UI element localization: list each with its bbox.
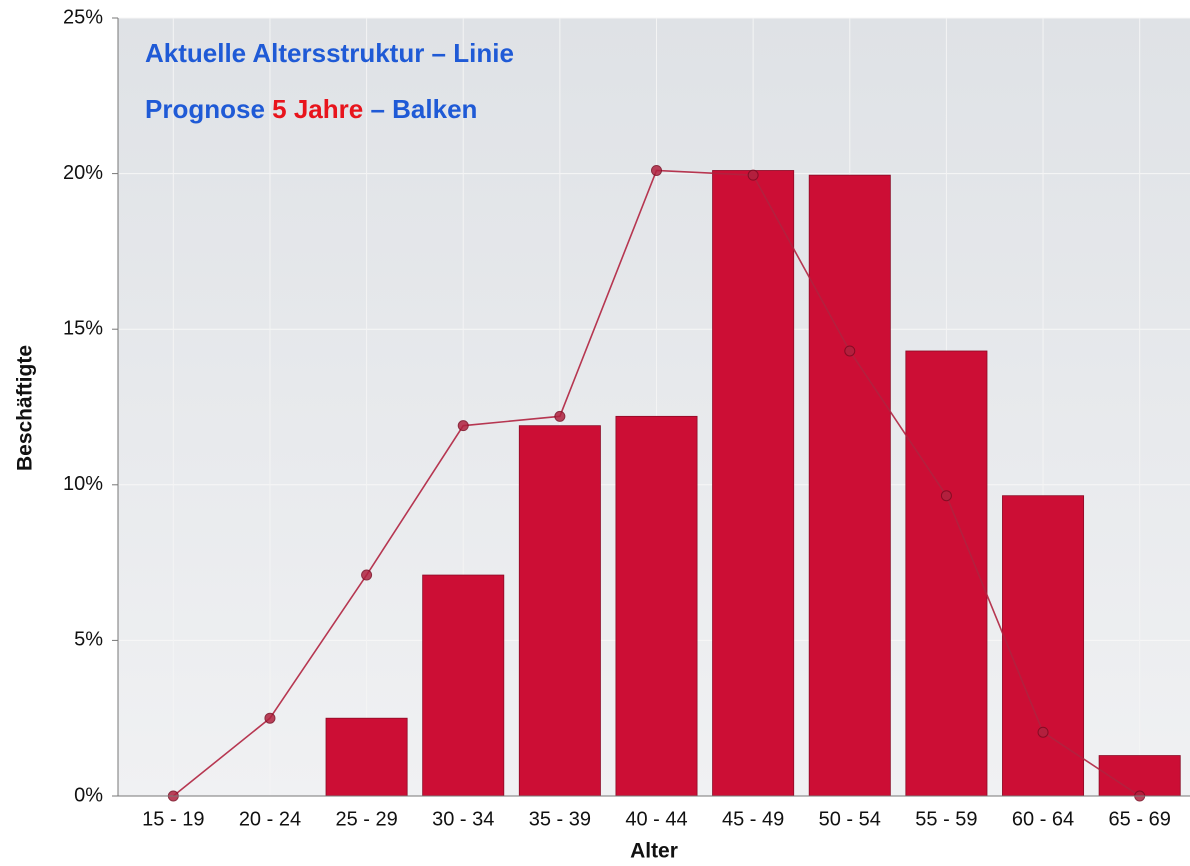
- line-marker: [940, 490, 952, 502]
- y-tick-label: 5%: [74, 629, 103, 651]
- y-tick-label: 25%: [63, 6, 103, 28]
- bar: [1098, 755, 1181, 797]
- x-tick-label: 25 - 29: [335, 808, 397, 830]
- bar: [422, 574, 505, 797]
- x-tick-label: 60 - 64: [1012, 808, 1074, 830]
- line-marker: [651, 164, 662, 176]
- y-tick-label: 10%: [63, 473, 103, 495]
- y-axis-title: Beschäftigte: [14, 345, 37, 471]
- y-tick-label: 0%: [74, 784, 103, 806]
- x-tick-label: 20 - 24: [239, 808, 301, 830]
- x-tick-label: 50 - 54: [819, 808, 881, 830]
- line-marker: [747, 169, 759, 181]
- subtitle-part: 5 Jahre: [272, 94, 363, 124]
- line-marker: [264, 712, 276, 724]
- x-tick-label: 40 - 44: [625, 808, 687, 830]
- x-tick-label: 65 - 69: [1109, 808, 1171, 830]
- x-axis-title: Alter: [630, 840, 678, 863]
- bar: [325, 717, 408, 797]
- y-tick-label: 20%: [63, 162, 103, 184]
- x-tick-label: 30 - 34: [432, 808, 494, 830]
- bar: [808, 174, 891, 797]
- chart-subtitle: Prognose 5 Jahre – Balken: [145, 94, 477, 124]
- line-marker: [554, 410, 566, 422]
- chart-title: Aktuelle Altersstruktur – Linie: [145, 38, 514, 68]
- bar: [615, 415, 698, 797]
- line-marker: [844, 345, 856, 357]
- x-tick-label: 45 - 49: [722, 808, 784, 830]
- line-marker: [1037, 726, 1049, 738]
- subtitle-part: – Balken: [370, 94, 477, 124]
- line-marker: [457, 420, 469, 432]
- x-tick-label: 35 - 39: [529, 808, 591, 830]
- bar: [905, 350, 988, 797]
- bar: [1002, 495, 1085, 797]
- x-tick-label: 55 - 59: [915, 808, 977, 830]
- bar: [712, 170, 795, 797]
- line-marker: [361, 569, 373, 581]
- plot: [118, 17, 1190, 802]
- subtitle-part: Prognose: [145, 94, 265, 124]
- y-tick-label: 15%: [63, 317, 103, 339]
- x-tick-label: 15 - 19: [142, 808, 204, 830]
- bar: [518, 425, 601, 797]
